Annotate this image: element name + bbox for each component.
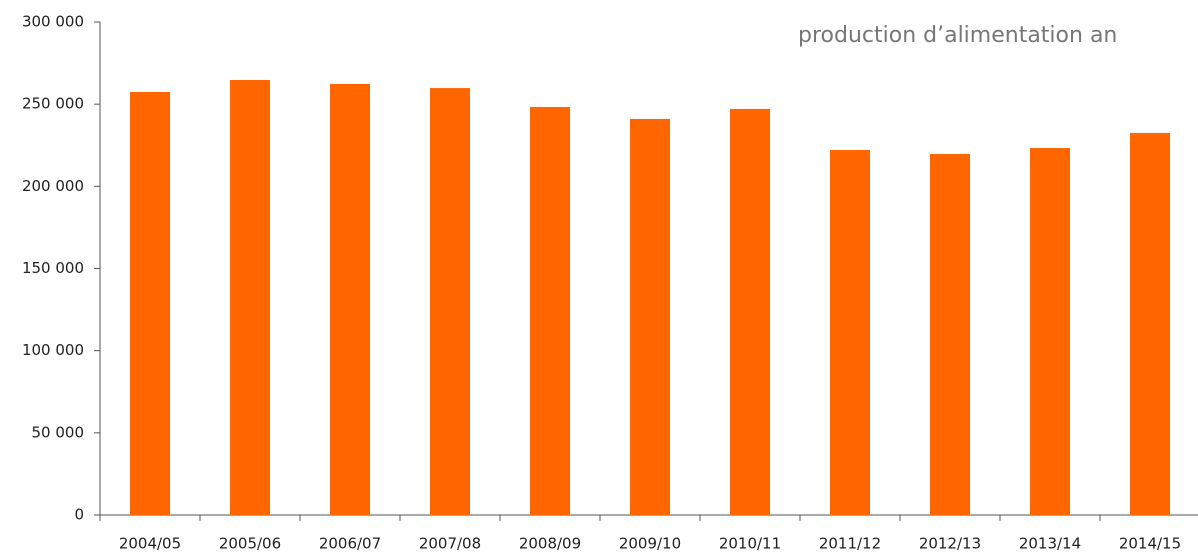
bar [330,83,370,515]
y-tick-label: 50 000 [32,423,85,441]
x-tick-label: 2010/11 [719,535,781,553]
y-tick-label: 0 [74,506,84,524]
chart-subtitle: production d’alimentation an [798,23,1117,48]
y-tick-label: 250 000 [22,95,84,113]
bar [730,108,770,515]
x-tick-label: 2012/13 [919,535,981,553]
bar [930,153,970,516]
y-tick-label: 150 000 [22,259,84,277]
x-tick-label: 2013/14 [1019,535,1081,553]
bar [1130,132,1170,516]
x-tick-label: 2006/07 [319,535,381,553]
y-tick-label: 200 000 [22,177,84,195]
x-tick-label: 2011/12 [819,535,881,553]
bar [530,106,570,516]
x-tick-label: 2004/05 [119,535,181,553]
bar [130,92,170,516]
x-tick-label: 2014/15 [1119,535,1181,553]
bar [230,80,270,515]
y-tick-label: 300 000 [22,13,84,31]
x-tick-label: 2005/06 [219,535,281,553]
bar [830,150,870,515]
bar [430,88,470,515]
x-tick-label: 2009/10 [619,535,681,553]
y-tick-label: 100 000 [22,341,84,359]
bar [1030,148,1070,515]
x-tick-label: 2007/08 [419,535,481,553]
bar [630,118,670,515]
x-tick-label: 2008/09 [519,535,581,553]
